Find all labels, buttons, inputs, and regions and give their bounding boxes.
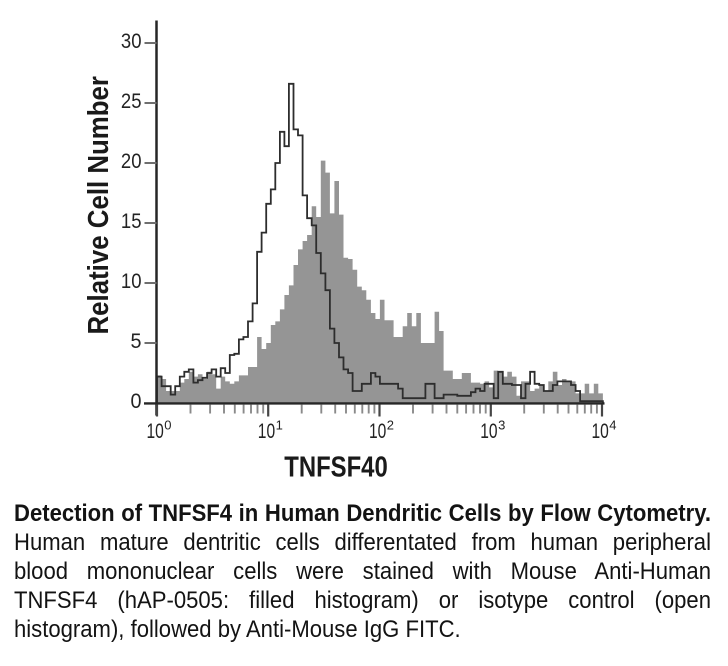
svg-text:0: 0 [164,417,171,432]
svg-text:30: 30 [121,29,142,53]
svg-text:10: 10 [480,419,497,443]
svg-text:10: 10 [592,419,609,443]
svg-text:5: 5 [131,329,142,353]
svg-text:Relative Cell Number: Relative Cell Number [83,76,115,335]
svg-text:4: 4 [609,417,616,432]
svg-text:25: 25 [121,89,142,113]
svg-text:2: 2 [387,417,394,432]
svg-text:3: 3 [498,417,505,432]
svg-text:10: 10 [369,419,386,443]
svg-text:10: 10 [258,419,275,443]
svg-text:10: 10 [147,419,164,443]
svg-text:1: 1 [276,417,283,432]
svg-text:TNFSF40: TNFSF40 [284,452,388,484]
svg-text:0: 0 [131,389,142,413]
svg-text:20: 20 [121,149,142,173]
svg-text:15: 15 [121,209,142,233]
svg-text:10: 10 [121,269,142,293]
